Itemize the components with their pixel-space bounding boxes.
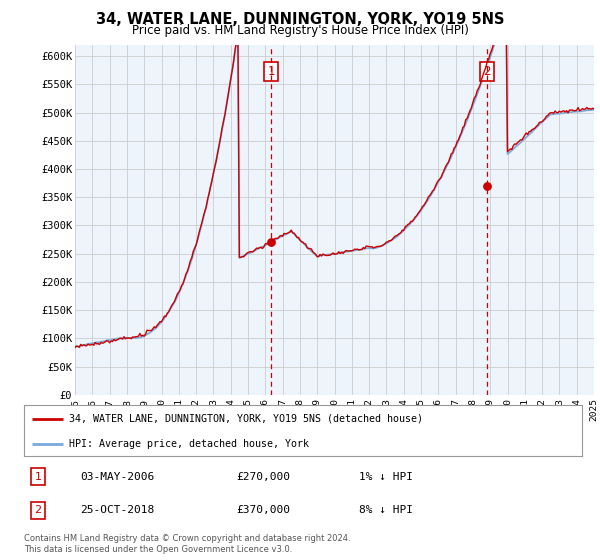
- Text: 25-OCT-2018: 25-OCT-2018: [80, 505, 154, 515]
- Text: Price paid vs. HM Land Registry's House Price Index (HPI): Price paid vs. HM Land Registry's House …: [131, 24, 469, 37]
- Text: 1: 1: [34, 472, 41, 482]
- Text: 8% ↓ HPI: 8% ↓ HPI: [359, 505, 413, 515]
- Text: Contains HM Land Registry data © Crown copyright and database right 2024.
This d: Contains HM Land Registry data © Crown c…: [24, 534, 350, 554]
- Text: 34, WATER LANE, DUNNINGTON, YORK, YO19 5NS (detached house): 34, WATER LANE, DUNNINGTON, YORK, YO19 5…: [68, 414, 422, 424]
- Text: HPI: Average price, detached house, York: HPI: Average price, detached house, York: [68, 438, 308, 449]
- Text: 2: 2: [34, 505, 41, 515]
- Text: 03-MAY-2006: 03-MAY-2006: [80, 472, 154, 482]
- Text: 2: 2: [483, 64, 491, 77]
- Text: £370,000: £370,000: [236, 505, 290, 515]
- Text: 1% ↓ HPI: 1% ↓ HPI: [359, 472, 413, 482]
- Text: 1: 1: [267, 64, 275, 77]
- Point: [266, 238, 276, 247]
- Text: £270,000: £270,000: [236, 472, 290, 482]
- Text: 34, WATER LANE, DUNNINGTON, YORK, YO19 5NS: 34, WATER LANE, DUNNINGTON, YORK, YO19 5…: [96, 12, 504, 27]
- Point: [482, 181, 492, 190]
